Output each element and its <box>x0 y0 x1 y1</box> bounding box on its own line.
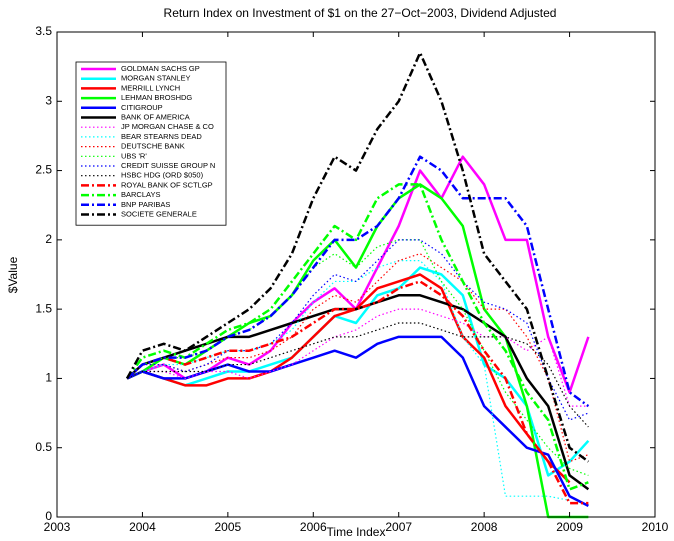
series-line <box>126 239 589 476</box>
x-tick-label: 2010 <box>642 520 669 534</box>
series-line <box>126 266 590 477</box>
series-line <box>126 239 589 421</box>
legend-label: CREDIT SUISSE GROUP N <box>121 161 215 170</box>
x-axis-label: Time Index <box>327 525 386 539</box>
legend-label: MORGAN STANLEY <box>121 74 190 83</box>
y-tick-label: 3.5 <box>35 24 52 38</box>
x-tick-label: 2007 <box>385 520 412 534</box>
series-line <box>126 322 589 428</box>
legend-label: ROYAL BANK OF SCTLGP <box>121 180 213 189</box>
x-tick-label: 2005 <box>215 520 242 534</box>
y-tick-label: 1 <box>45 371 52 385</box>
chart-title: Return Index on Investment of $1 on the … <box>164 6 557 20</box>
series-line <box>126 335 589 508</box>
x-tick-label: 2006 <box>300 520 327 534</box>
series-line <box>126 273 571 484</box>
series-line <box>125 51 590 463</box>
series-line <box>126 280 589 505</box>
legend-label: CITIGROUP <box>121 103 163 112</box>
y-tick-label: 1.5 <box>35 301 52 315</box>
series-line <box>126 294 590 491</box>
legend-label: MERRILL LYNCH <box>121 83 180 92</box>
legend-label: LEHMAN BROSHDG <box>121 93 192 102</box>
series-line <box>126 183 589 491</box>
legend-label: DEUTSCHE BANK <box>121 142 185 151</box>
legend-label: BEAR STEARNS DEAD <box>121 132 202 141</box>
legend-label: JP MORGAN CHASE & CO <box>121 122 214 131</box>
y-tick-label: 2.5 <box>35 163 52 177</box>
x-tick-label: 2003 <box>44 520 71 534</box>
series-line <box>126 260 570 501</box>
legend-label: BNP PARIBAS <box>121 200 170 209</box>
legend-label: HSBC HDG (ORD $050) <box>121 171 204 180</box>
legend-label: GOLDMAN SACHS GP <box>121 64 200 73</box>
axes-box <box>56 31 656 518</box>
x-tick-label: 2009 <box>556 520 583 534</box>
series-line <box>126 155 590 408</box>
series-line <box>126 308 589 407</box>
y-tick-label: 0 <box>45 509 52 523</box>
y-tick-label: 0.5 <box>35 440 52 454</box>
y-tick-label: 3 <box>45 93 52 107</box>
x-tick-label: 2008 <box>471 520 498 534</box>
x-tick-label: 2004 <box>129 520 156 534</box>
legend-label: BARCLAYS <box>121 190 160 199</box>
legend-label: BANK OF AMERICA <box>121 112 190 121</box>
legend-label: UBS 'R' <box>121 151 147 160</box>
legend-label: SOCIETE GENERALE <box>121 209 197 218</box>
y-axis-label: $Value <box>6 256 20 293</box>
y-tick-label: 2 <box>45 232 52 246</box>
